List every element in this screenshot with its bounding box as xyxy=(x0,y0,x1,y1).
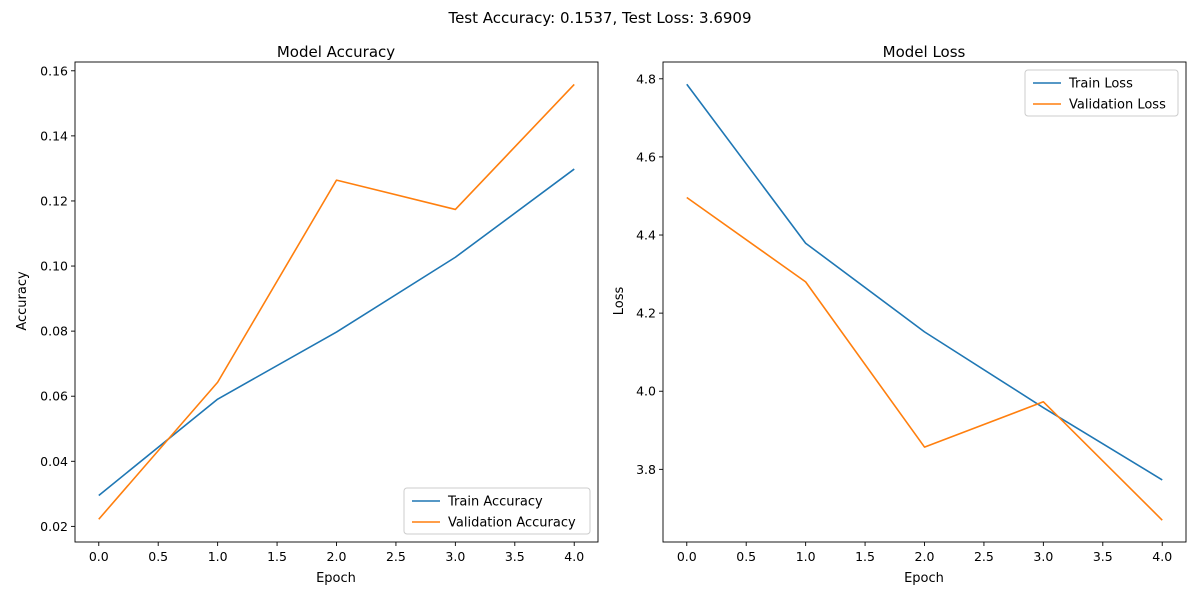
loss-y-tick-label: 4.6 xyxy=(636,149,656,164)
accuracy-chart: Model Accuracy Epoch Accuracy 0.0 0.5 1.0 1… xyxy=(15,43,599,586)
loss-x-tick-label: 2.0 xyxy=(915,549,935,564)
accuracy-y-tick-label: 0.04 xyxy=(40,454,68,469)
loss-legend: Train Loss Validation Loss xyxy=(1024,69,1179,117)
accuracy-x-tick-label: 3.0 xyxy=(445,549,465,564)
loss-series-line-2 xyxy=(686,196,1163,521)
loss-y-tick-label: 4.0 xyxy=(636,384,656,399)
loss-x-tick-label: 4.0 xyxy=(1152,549,1172,564)
loss-y-tick-label: 3.8 xyxy=(636,462,656,477)
accuracy-legend-box xyxy=(403,487,591,535)
loss-x-tick-label: 0.5 xyxy=(736,549,756,564)
accuracy-x-axis-label: Epoch xyxy=(316,571,356,586)
loss-chart-title: Model Loss xyxy=(883,43,966,61)
accuracy-y-tick-label: 0.06 xyxy=(40,389,68,404)
accuracy-x-tick-label: 3.5 xyxy=(505,549,525,564)
loss-chart: Model Loss Epoch Loss 0.0 0.5 1.0 1.5 2.0 2.5… xyxy=(612,43,1187,586)
accuracy-y-tick-label: 0.16 xyxy=(40,63,68,78)
accuracy-x-tick-label: 1.0 xyxy=(208,549,228,564)
accuracy-y-tick-label: 0.02 xyxy=(40,519,68,534)
loss-x-axis-label: Epoch xyxy=(904,571,944,586)
accuracy-x-tick-label: 1.5 xyxy=(267,549,287,564)
loss-series-line-1 xyxy=(686,83,1163,481)
accuracy-legend: Train Accuracy Validation Accuracy xyxy=(403,487,591,535)
accuracy-y-tick-label: 0.10 xyxy=(40,259,68,274)
accuracy-legend-label-1: Train Accuracy xyxy=(447,495,543,510)
accuracy-chart-title: Model Accuracy xyxy=(277,43,395,61)
loss-x-tick-label: 0.0 xyxy=(677,549,697,564)
accuracy-y-tick-label: 0.08 xyxy=(40,324,68,339)
accuracy-x-tick-label: 0.5 xyxy=(148,549,168,564)
figure-suptitle: Test Accuracy: 0.1537, Test Loss: 3.6909 xyxy=(447,9,751,27)
loss-y-axis-label: Loss xyxy=(612,287,627,316)
accuracy-y-tick-label: 0.12 xyxy=(40,193,68,208)
accuracy-x-tick-label: 4.0 xyxy=(564,549,584,564)
accuracy-series-line-1 xyxy=(98,168,575,497)
accuracy-legend-label-2: Validation Accuracy xyxy=(448,516,576,531)
accuracy-series-line-2 xyxy=(98,83,575,520)
loss-x-tick-label: 3.0 xyxy=(1033,549,1053,564)
accuracy-x-tick-label: 0.0 xyxy=(89,549,109,564)
accuracy-axes-frame xyxy=(74,61,599,543)
loss-x-tick-label: 3.5 xyxy=(1093,549,1113,564)
loss-y-tick-label: 4.8 xyxy=(636,71,656,86)
loss-y-tick-label: 4.2 xyxy=(636,306,656,321)
loss-legend-label-1: Train Loss xyxy=(1068,77,1133,92)
accuracy-y-tick-label: 0.14 xyxy=(40,128,68,143)
loss-legend-label-2: Validation Loss xyxy=(1069,98,1166,113)
loss-y-tick-label: 4.4 xyxy=(636,228,656,243)
accuracy-y-axis-label: Accuracy xyxy=(15,271,30,331)
loss-x-tick-label: 2.5 xyxy=(974,549,994,564)
accuracy-x-tick-label: 2.0 xyxy=(327,549,347,564)
loss-x-tick-label: 1.0 xyxy=(796,549,816,564)
accuracy-x-tick-label: 2.5 xyxy=(386,549,406,564)
loss-legend-box xyxy=(1024,69,1179,117)
loss-x-tick-label: 1.5 xyxy=(855,549,875,564)
loss-axes-frame xyxy=(662,61,1187,543)
